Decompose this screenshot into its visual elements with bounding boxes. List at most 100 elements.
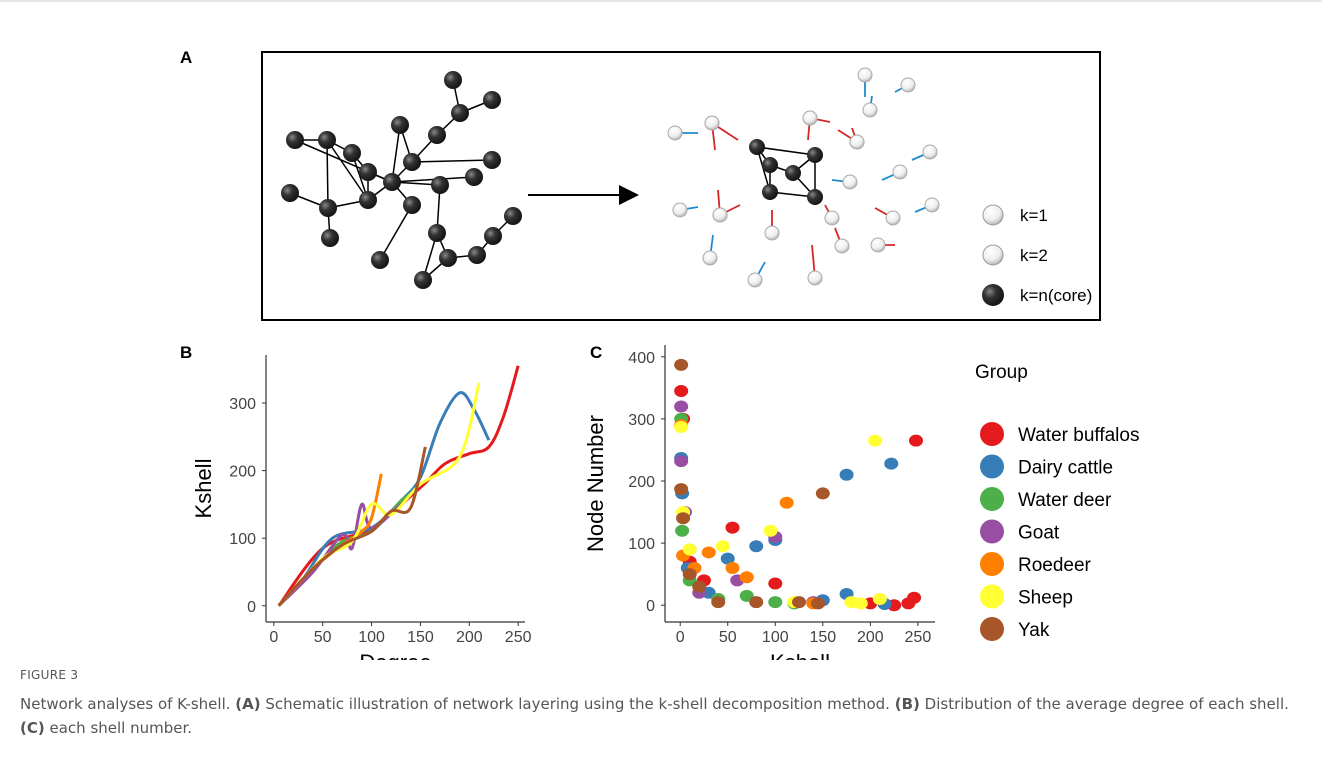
legend-swatch	[980, 617, 1004, 641]
caption-segment: Distribution of the average degree of ea…	[924, 695, 1289, 713]
node	[849, 134, 865, 150]
node	[318, 131, 336, 149]
line-series	[277, 502, 402, 607]
point	[674, 384, 689, 397]
edge	[326, 139, 369, 201]
x-tick-label: 50	[719, 629, 737, 646]
legend-icon	[982, 204, 1004, 226]
node	[892, 164, 908, 180]
point	[815, 487, 830, 500]
point	[674, 483, 689, 496]
node	[403, 196, 421, 214]
point	[779, 496, 794, 509]
point	[739, 571, 754, 584]
point	[839, 468, 854, 481]
x-tick-label: 150	[809, 629, 836, 646]
network-diagram	[281, 67, 940, 289]
point	[674, 420, 689, 433]
legend-swatch	[980, 552, 1004, 576]
legend-icon	[982, 284, 1004, 306]
panel-label: B	[180, 343, 192, 362]
node	[842, 174, 858, 190]
x-tick-label: 150	[407, 629, 434, 646]
point	[768, 596, 783, 609]
node	[870, 237, 886, 253]
node	[667, 125, 683, 141]
point	[853, 597, 868, 610]
caption-segment: Network analyses of K-shell.	[20, 695, 231, 713]
node	[444, 71, 462, 89]
node	[807, 270, 823, 286]
node	[762, 184, 778, 200]
x-tick-label: 200	[857, 629, 884, 646]
point	[763, 524, 778, 537]
edge	[756, 146, 816, 156]
y-tick-label: 300	[628, 412, 655, 429]
node	[391, 116, 409, 134]
legend-label: Water deer	[1018, 490, 1112, 511]
legend-label: Water buffalos	[1018, 425, 1139, 446]
node	[371, 251, 389, 269]
y-tick-label: 100	[229, 531, 256, 548]
node	[286, 131, 304, 149]
diagram-frame	[261, 51, 1101, 321]
node	[824, 210, 840, 226]
figure: A k=1 k=2 k=n(core) B 0 50 100 150 200 250 0 100…	[0, 0, 1322, 660]
node	[762, 157, 778, 173]
y-axis-title: Node Number	[583, 415, 608, 552]
point	[711, 596, 726, 609]
node	[900, 77, 916, 93]
node	[764, 225, 780, 241]
node	[749, 139, 765, 155]
node	[403, 153, 421, 171]
point	[715, 540, 730, 553]
node	[483, 91, 501, 109]
figure-number: FIGURE 3	[20, 668, 79, 682]
edge	[379, 204, 413, 261]
point	[674, 455, 689, 468]
point	[749, 596, 764, 609]
y-tick-label: 200	[628, 474, 655, 491]
point	[868, 434, 883, 447]
node	[414, 271, 432, 289]
x-axis-title: Degree	[359, 650, 431, 660]
node	[431, 176, 449, 194]
node	[484, 227, 502, 245]
point	[674, 358, 689, 371]
legend-swatch	[980, 422, 1004, 446]
x-tick-label: 0	[676, 629, 685, 646]
node	[439, 249, 457, 267]
legend-swatch	[980, 519, 1004, 544]
node	[704, 115, 720, 131]
y-tick-label: 200	[229, 464, 256, 481]
x-tick-label: 0	[269, 629, 278, 646]
caption-segment: (C)	[20, 719, 45, 737]
edge	[391, 124, 401, 183]
legend-label: k=1	[1020, 206, 1048, 225]
legend-swatch	[980, 487, 1004, 511]
y-tick-label: 100	[628, 536, 655, 553]
caption-segment: each shell number.	[49, 719, 193, 737]
x-tick-label: 250	[505, 629, 532, 646]
legend-label: k=n(core)	[1020, 286, 1092, 305]
y-tick-label: 0	[247, 599, 256, 616]
legend-swatch	[980, 584, 1004, 609]
x-tick-label: 200	[456, 629, 483, 646]
point	[884, 457, 899, 470]
node	[451, 104, 469, 122]
point	[872, 593, 887, 606]
node	[857, 67, 873, 83]
point	[675, 524, 690, 537]
x-tick-label: 100	[358, 629, 385, 646]
point	[701, 546, 716, 559]
diagram-legend: k=1 k=2 k=n(core)	[982, 204, 1092, 306]
point	[682, 568, 697, 581]
node	[924, 197, 940, 213]
point	[792, 596, 807, 609]
point	[682, 543, 697, 556]
y-tick-label: 400	[628, 350, 655, 367]
node	[428, 224, 446, 242]
legend-label: Goat	[1018, 523, 1060, 544]
node	[359, 163, 377, 181]
